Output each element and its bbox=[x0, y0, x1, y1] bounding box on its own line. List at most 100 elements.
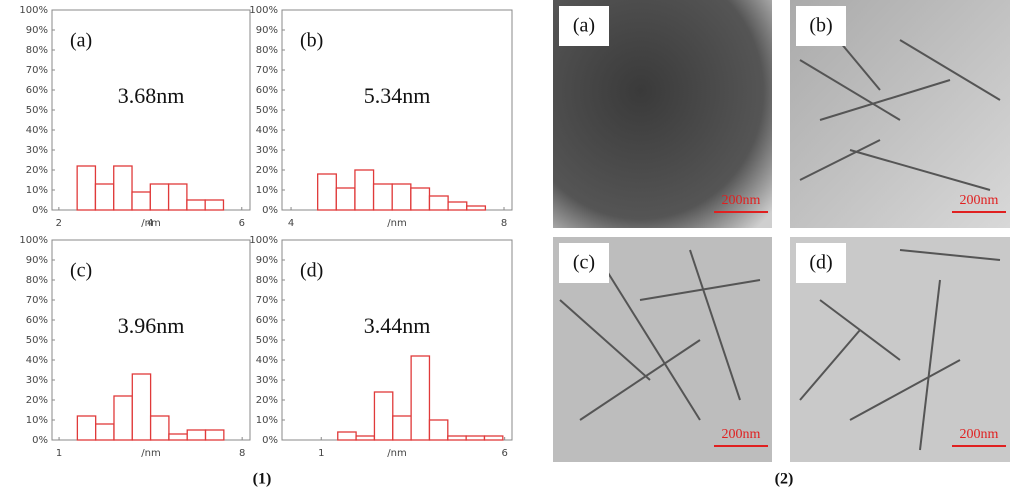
y-tick-label: 70% bbox=[26, 65, 48, 76]
panel-label: (b) bbox=[809, 15, 832, 37]
bar bbox=[372, 183, 393, 211]
y-tick-label: 60% bbox=[256, 315, 278, 326]
x-tick-label: 4 bbox=[147, 218, 153, 229]
y-tick-label: 100% bbox=[249, 235, 278, 246]
panel-label: (d) bbox=[300, 260, 323, 282]
panel-label: (a) bbox=[70, 30, 92, 52]
scale-label: 200nm bbox=[722, 427, 761, 442]
y-tick-label: 90% bbox=[26, 25, 48, 36]
bar bbox=[113, 395, 133, 441]
scale-label: 200nm bbox=[960, 427, 999, 442]
x-tick-label: 6 bbox=[501, 448, 507, 459]
bar bbox=[354, 169, 375, 211]
x-tick-label: 6 bbox=[239, 218, 245, 229]
bar bbox=[373, 391, 394, 441]
x-tick-label: 4 bbox=[288, 218, 294, 229]
y-tick-label: 10% bbox=[26, 185, 48, 196]
bar bbox=[186, 199, 206, 211]
bar bbox=[335, 187, 356, 211]
y-tick-label: 10% bbox=[256, 185, 278, 196]
y-tick-label: 20% bbox=[256, 395, 278, 406]
y-tick-label: 30% bbox=[26, 145, 48, 156]
y-tick-label: 60% bbox=[26, 315, 48, 326]
bar bbox=[447, 435, 467, 441]
bar bbox=[410, 187, 431, 211]
bar bbox=[483, 435, 504, 441]
bar bbox=[337, 431, 357, 441]
y-tick-label: 30% bbox=[26, 375, 48, 386]
scale-label: 200nm bbox=[722, 193, 761, 208]
y-tick-label: 70% bbox=[256, 295, 278, 306]
y-tick-label: 40% bbox=[256, 125, 278, 136]
bar bbox=[149, 183, 170, 211]
label-box bbox=[559, 6, 609, 46]
y-tick-label: 50% bbox=[26, 335, 48, 346]
bar bbox=[392, 415, 412, 441]
y-tick-label: 100% bbox=[19, 5, 48, 16]
annotation: 3.96nm bbox=[118, 313, 185, 338]
y-tick-label: 90% bbox=[26, 255, 48, 266]
x-axis-label: /nm bbox=[141, 218, 160, 229]
y-tick-label: 70% bbox=[26, 295, 48, 306]
y-tick-label: 40% bbox=[256, 355, 278, 366]
y-tick-label: 20% bbox=[256, 165, 278, 176]
y-tick-label: 80% bbox=[26, 45, 48, 56]
bar bbox=[186, 429, 207, 441]
bar bbox=[204, 199, 225, 211]
bar bbox=[95, 423, 115, 441]
bar bbox=[355, 435, 376, 441]
annotation: 3.68nm bbox=[118, 83, 185, 108]
y-tick-label: 0% bbox=[262, 205, 278, 216]
bar bbox=[447, 201, 468, 211]
label-box bbox=[559, 243, 609, 283]
y-tick-label: 10% bbox=[26, 415, 48, 426]
y-tick-label: 30% bbox=[256, 145, 278, 156]
panel-label: (c) bbox=[70, 260, 92, 282]
fibers bbox=[559, 29, 1001, 451]
y-tick-label: 100% bbox=[249, 5, 278, 16]
y-tick-label: 20% bbox=[26, 165, 48, 176]
x-tick-label: 8 bbox=[239, 448, 245, 459]
bar bbox=[465, 435, 486, 441]
panel-label: (a) bbox=[573, 15, 595, 37]
bar bbox=[76, 165, 97, 211]
y-tick-label: 40% bbox=[26, 125, 48, 136]
label-box bbox=[796, 6, 846, 46]
bar bbox=[410, 355, 431, 441]
x-axis-label: /nm bbox=[387, 218, 406, 229]
y-tick-label: 70% bbox=[256, 65, 278, 76]
bar bbox=[131, 191, 151, 211]
y-tick-label: 30% bbox=[256, 375, 278, 386]
y-tick-label: 40% bbox=[26, 355, 48, 366]
panel-label: (c) bbox=[573, 252, 595, 274]
x-tick-label: 2 bbox=[56, 218, 62, 229]
panel-label: (d) bbox=[809, 252, 832, 274]
y-tick-label: 90% bbox=[256, 255, 278, 266]
tem-images bbox=[553, 0, 1010, 462]
annotation: 3.44nm bbox=[364, 313, 431, 338]
x-tick-label: 1 bbox=[56, 448, 62, 459]
y-tick-label: 0% bbox=[32, 435, 48, 446]
x-axis-label: /nm bbox=[141, 448, 160, 459]
bar bbox=[317, 173, 337, 211]
y-tick-label: 10% bbox=[256, 415, 278, 426]
bar bbox=[428, 195, 449, 211]
label-box bbox=[796, 243, 846, 283]
bar bbox=[204, 429, 225, 441]
bar bbox=[466, 205, 487, 211]
y-tick-label: 60% bbox=[26, 85, 48, 96]
bar bbox=[131, 373, 152, 441]
y-tick-label: 50% bbox=[26, 105, 48, 116]
scale-label: 200nm bbox=[960, 193, 999, 208]
y-tick-label: 0% bbox=[32, 205, 48, 216]
x-axis-label: /nm bbox=[387, 448, 406, 459]
bar bbox=[76, 415, 97, 441]
bar bbox=[113, 165, 133, 211]
y-tick-label: 50% bbox=[256, 335, 278, 346]
y-tick-label: 60% bbox=[256, 85, 278, 96]
y-tick-label: 100% bbox=[19, 235, 48, 246]
y-tick-label: 80% bbox=[256, 45, 278, 56]
bar bbox=[167, 183, 188, 211]
panel-label: (b) bbox=[300, 30, 323, 52]
